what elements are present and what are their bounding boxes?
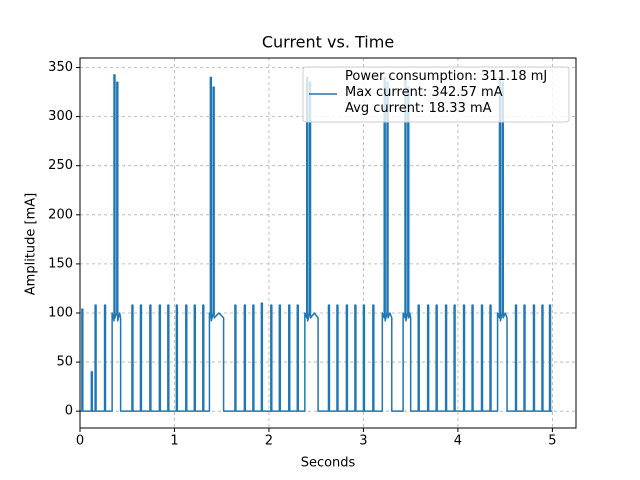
y-tick-label: 350 [48, 60, 73, 75]
x-tick-label: 4 [454, 434, 462, 449]
legend-label: Power consumption: 311.18 mJ Max current… [345, 69, 548, 116]
x-tick-label: 3 [359, 434, 367, 449]
plot-frame [79, 57, 577, 429]
y-tick-label: 250 [48, 158, 73, 173]
legend-entry: Power consumption: 311.18 mJ Max current… [345, 69, 548, 116]
chart-title: Current vs. Time [262, 33, 394, 52]
legend-frame [302, 66, 570, 123]
data-line [80, 74, 553, 412]
y-axis-label: Amplitude [mA] [24, 193, 39, 295]
y-tick-label: 100 [48, 305, 73, 320]
y-tick-label: 200 [48, 207, 73, 222]
y-tick-label: 0 [65, 404, 73, 419]
y-tick-label: 300 [48, 109, 73, 124]
x-axis-label: Seconds [301, 456, 356, 471]
x-tick-label: 0 [76, 434, 84, 449]
x-tick-label: 1 [170, 434, 178, 449]
x-tick-label: 2 [265, 434, 273, 449]
y-tick-label: 50 [56, 355, 73, 370]
y-tick-label: 150 [48, 256, 73, 271]
x-tick-label: 5 [548, 434, 556, 449]
